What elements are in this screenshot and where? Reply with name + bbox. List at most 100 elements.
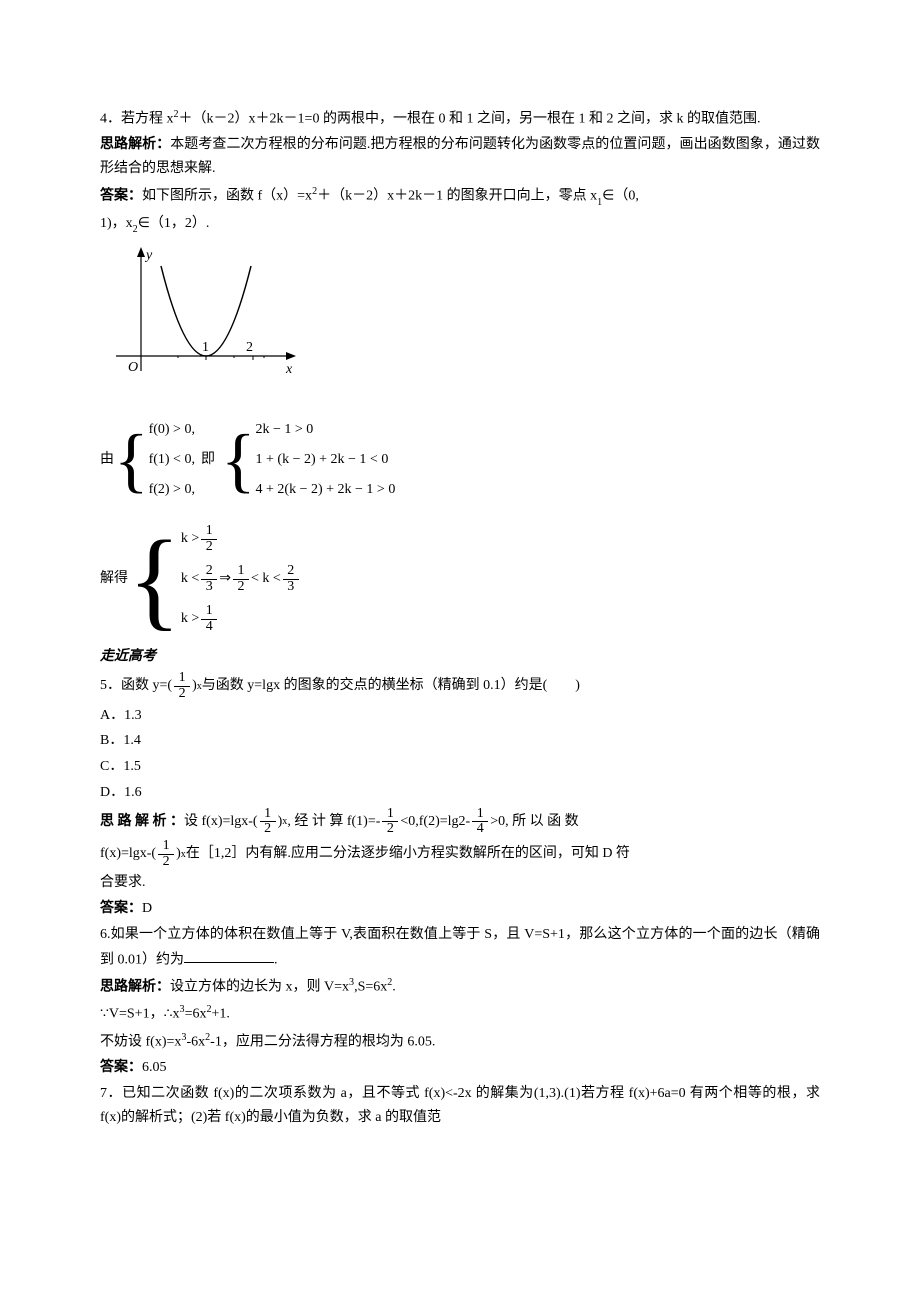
q6-l2-b: =6x <box>185 1007 207 1022</box>
q5-an-f1n: 1 <box>260 807 276 823</box>
solve-r1-num: 2 <box>201 564 217 580</box>
parabola-graph: y x O 1 2 <box>106 241 820 410</box>
solve-r0-num: 1 <box>201 524 217 540</box>
q4-answer-line1: 答案：如下图所示，函数 f（x）=x2＋（k－2）x＋2k－1 的图象开口向上，… <box>100 183 820 210</box>
q4-solve: 解得 { k > 12 k < 23 ⇒ 12 < k < 23 k > <box>100 519 820 639</box>
q7-stem: 7．已知二次函数 f(x)的二次项系数为 a，且不等式 f(x)<-2x 的解集… <box>100 1082 820 1130</box>
res-num2: 2 <box>283 564 299 580</box>
q6-analysis: 思路解析：设立方体的边长为 x，则 V=x3,S=6x2. <box>100 974 820 999</box>
q5-answer-val: D <box>142 901 152 916</box>
sys-right-row-1: 1 + (k − 2) + 2k − 1 < 0 <box>256 445 396 475</box>
q6-answer: 答案：6.05 <box>100 1056 820 1080</box>
q4-ans-sub1: 1 <box>597 197 602 208</box>
q5-answer-label: 答案： <box>100 901 142 916</box>
q4-stem-part1: 4．若方程 x <box>100 112 174 127</box>
q6-l3-b: -6x <box>186 1035 205 1050</box>
q5-stem-c: 与函数 y=lgx 的图象的交点的横坐标（精确到 0.1）约是( ) <box>202 674 580 698</box>
sys-prefix: 由 <box>100 448 114 472</box>
q5-an-f2n: 1 <box>382 807 398 823</box>
q6-an-a: 设立方体的边长为 x，则 V=x <box>170 980 349 995</box>
q4-ans2-b: ∈（1，2）. <box>138 216 210 231</box>
q6-l3-a: 不妨设 f(x)=x <box>100 1035 181 1050</box>
q5-f1-den: 2 <box>174 687 190 702</box>
answer-label: 答案： <box>100 189 142 204</box>
y-axis-label: y <box>144 248 153 263</box>
q4-system: 由 { f(0) > 0, f(1) < 0, f(2) > 0, 即 { 2k… <box>100 415 820 505</box>
tick-1: 1 <box>202 340 209 355</box>
q6-an-b: ,S=6x <box>354 980 387 995</box>
q6-stem-tail: . <box>274 952 278 967</box>
q4-stem-part2: ＋（k－2）x＋2k－1=0 的两根中，一根在 0 和 1 之间，另一根在 1 … <box>179 112 761 127</box>
q5-an-f3d: 4 <box>472 822 488 837</box>
q6-l3-c: -1，应用二分法得方程的根均为 6.05. <box>210 1035 435 1050</box>
q5-analysis-3: 合要求. <box>100 871 820 895</box>
sys-left-row-1: f(1) < 0, <box>149 445 195 475</box>
q5-an2-c: 在［1,2］内有解.应用二分法逐步缩小方程实数解所在的区间，可知 D 符 <box>186 842 630 866</box>
q6-an-c: . <box>392 980 396 995</box>
q5-an-d: <0,f(2)=lg2- <box>400 810 470 834</box>
q5-stem-a: 5．函数 y=( <box>100 674 172 698</box>
analysis-label: 思路解析： <box>100 137 170 152</box>
q6-answer-val: 6.05 <box>142 1060 167 1075</box>
q6-l2-a: ∵V=S+1，∴x <box>100 1007 180 1022</box>
res-den1: 2 <box>233 580 249 595</box>
q5-analysis-label: 思 路 解 析 ： <box>100 810 184 834</box>
q6-line3: 不妨设 f(x)=x3-6x2-1，应用二分法得方程的根均为 6.05. <box>100 1029 820 1054</box>
solve-row-1: k < 23 ⇒ 12 < k < 23 <box>181 559 301 599</box>
q4-stem: 4．若方程 x2＋（k－2）x＋2k－1=0 的两根中，一根在 0 和 1 之间… <box>100 106 820 131</box>
q4-ans-sub2: 2 <box>133 224 138 235</box>
q5-an-a: 设 f(x)=lgx-( <box>184 810 258 834</box>
solve-r2-den: 4 <box>201 620 217 635</box>
q5-an-e: >0, 所 以 函 数 <box>490 810 578 834</box>
q6-analysis-label: 思路解析： <box>100 980 170 995</box>
q5-stem: 5．函数 y=( 12 )x 与函数 y=lgx 的图象的交点的横坐标（精确到 … <box>100 671 820 701</box>
x-axis-label: x <box>285 362 293 377</box>
q5-an-f2d: 2 <box>382 822 398 837</box>
q5-answer: 答案：D <box>100 897 820 921</box>
solve-prefix: 解得 <box>100 567 128 591</box>
q6-l2-c: +1. <box>212 1007 230 1022</box>
q5-analysis-2: f(x)=lgx-( 12 )x 在［1,2］内有解.应用二分法逐步缩小方程实数… <box>100 839 820 869</box>
solve-row-2: k > 14 <box>181 599 301 639</box>
solve-r2-a: k > <box>181 607 199 631</box>
q6-stem: 6.如果一个立方体的体积在数值上等于 V,表面积在数值上等于 S，且 V=S+1… <box>100 923 820 972</box>
q4-answer-line2: 1)，x2∈（1，2）. <box>100 212 820 237</box>
sys-right-row-0: 2k − 1 > 0 <box>256 415 396 445</box>
res-num1: 1 <box>233 564 249 580</box>
q5-optC: C．1.5 <box>100 755 820 779</box>
solve-r1-den: 3 <box>201 580 217 595</box>
q6-line2: ∵V=S+1，∴x3=6x2+1. <box>100 1001 820 1026</box>
q5-analysis-1: 思 路 解 析 ： 设 f(x)=lgx-( 12 )x , 经 计 算 f(1… <box>100 807 820 837</box>
sys-right-row-2: 4 + 2(k − 2) + 2k − 1 > 0 <box>256 475 396 505</box>
arrow: ⇒ <box>219 567 231 591</box>
q5-optA: A．1.3 <box>100 704 820 728</box>
q4-analysis-text: 本题考查二次方程根的分布问题.把方程根的分布问题转化为函数零点的位置问题，画出函… <box>100 137 820 176</box>
sys-left-row-0: f(0) > 0, <box>149 415 195 445</box>
q4-ans2-a: 1)，x <box>100 216 133 231</box>
tick-2: 2 <box>246 340 253 355</box>
solve-r2-num: 1 <box>201 604 217 620</box>
solve-r1-a: k < <box>181 567 199 591</box>
q4-analysis: 思路解析：本题考查二次方程根的分布问题.把方程根的分布问题转化为函数零点的位置问… <box>100 133 820 181</box>
q5-optD: D．1.6 <box>100 781 820 805</box>
q5-an-c: , 经 计 算 f(1)=- <box>287 810 380 834</box>
q5-f1-num: 1 <box>174 671 190 687</box>
solve-r0-den: 2 <box>201 540 217 555</box>
q5-an-f1d: 2 <box>260 822 276 837</box>
q5-an-f3n: 1 <box>472 807 488 823</box>
q4-ans-a: 如下图所示，函数 f（x）=x <box>142 189 312 204</box>
sys-mid: 即 <box>201 448 215 472</box>
sys-left-row-2: f(2) > 0, <box>149 475 195 505</box>
solve-row-0: k > 12 <box>181 519 301 559</box>
origin-label: O <box>128 360 138 375</box>
q5-an2-fn: 1 <box>158 839 174 855</box>
res-mid: < k < <box>251 567 281 591</box>
q5-optB: B．1.4 <box>100 729 820 753</box>
q6-answer-label: 答案： <box>100 1060 142 1075</box>
solve-r0-a: k > <box>181 527 199 551</box>
q6-blank <box>184 947 274 963</box>
res-den2: 3 <box>283 580 299 595</box>
q5-an2-a: f(x)=lgx-( <box>100 842 156 866</box>
q4-ans-b: ＋（k－2）x＋2k－1 的图象开口向上，零点 x <box>317 189 597 204</box>
section-head: 走近高考 <box>100 645 820 669</box>
